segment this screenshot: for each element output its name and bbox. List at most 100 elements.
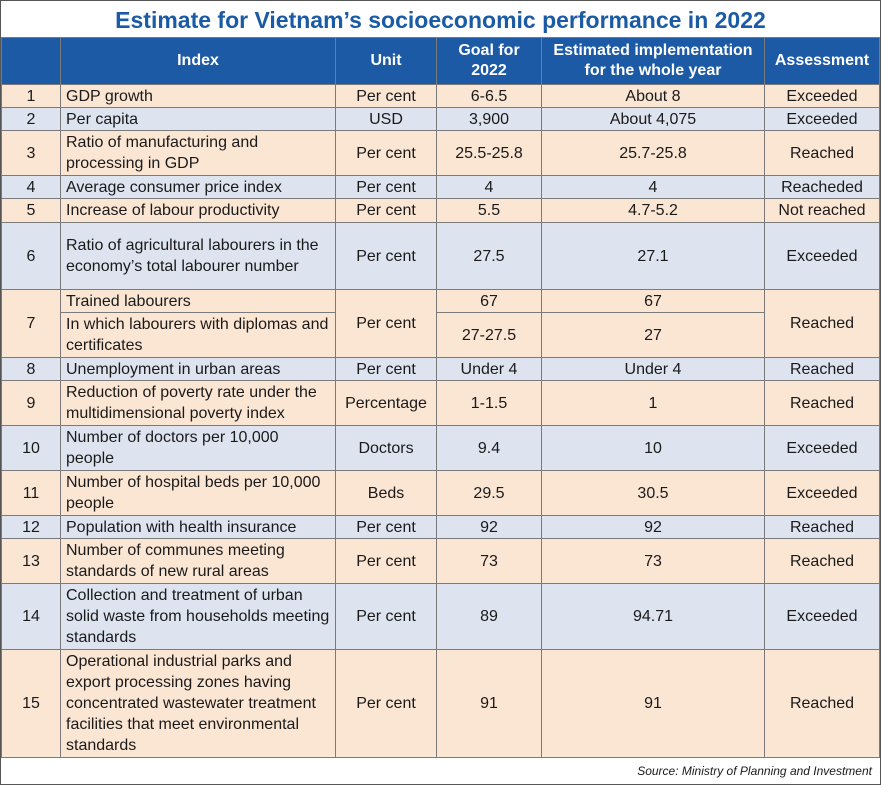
row-number: 9	[1, 380, 61, 426]
index-cell: Number of communes meeting standards of …	[60, 538, 336, 584]
header-goal: Goal for 2022	[436, 37, 542, 85]
estimate-cell: 73	[541, 538, 765, 584]
goal-cell: Under 4	[436, 357, 542, 381]
goal-cell: 73	[436, 538, 542, 584]
table-row: 5 Increase of labour productivity Per cent…	[1, 198, 880, 223]
table-row: 11 Number of hospital beds per 10,000 peo…	[1, 470, 880, 516]
goal-cell: 3,900	[436, 107, 542, 131]
row-number: 15	[1, 649, 61, 758]
source-note: Source: Ministry of Planning and Investm…	[637, 764, 872, 778]
estimate-cell: 27	[541, 312, 765, 358]
header-unit: Unit	[335, 37, 437, 85]
header-row: Index Unit Goal for 2022 Estimated imple…	[1, 37, 880, 85]
row-number: 11	[1, 470, 61, 516]
table-row: 6 Ratio of agricultural labourers in the …	[1, 222, 880, 290]
estimate-cell: About 8	[541, 84, 765, 108]
row-number: 1	[1, 84, 61, 108]
table-row: 8 Unemployment in urban areas Per cent Unde…	[1, 357, 880, 381]
row-number: 4	[1, 175, 61, 199]
unit-cell: Per cent	[335, 515, 437, 539]
table-subrow: In which labourers with diplomas and cer…	[2, 312, 880, 358]
table-row: 10 Number of doctors per 10,000 people Doc…	[1, 425, 880, 471]
header-assessment: Assessment	[764, 37, 880, 85]
table-row: 15 Operational industrial parks and expor…	[1, 649, 880, 758]
row-number: 8	[1, 357, 61, 381]
index-cell: Average consumer price index	[60, 175, 336, 199]
row-number: 10	[1, 425, 61, 471]
table-row: 4 Average consumer price index Per cent 4 4 R…	[1, 175, 880, 199]
row-number: 2	[1, 107, 61, 131]
index-cell: Per capita	[60, 107, 336, 131]
assessment-cell: Reached	[764, 130, 880, 176]
estimate-cell: 4.7-5.2	[541, 198, 765, 223]
row-number: 3	[1, 130, 61, 176]
goal-cell: 29.5	[436, 470, 542, 516]
goal-cell: 27-27.5	[436, 312, 542, 358]
estimate-cell: 91	[541, 649, 765, 758]
row-number: 6	[1, 222, 61, 290]
goal-cell: 4	[436, 175, 542, 199]
index-cell: Ratio of manufacturing and processing in…	[60, 130, 336, 176]
goal-cell: 25.5-25.8	[436, 130, 542, 176]
estimate-cell: 4	[541, 175, 765, 199]
row-number: 12	[1, 515, 61, 539]
unit-cell: Per cent	[335, 130, 437, 176]
index-cell: Population with health insurance	[60, 515, 336, 539]
index-cell: Increase of labour productivity	[60, 198, 336, 223]
estimate-cell: Under 4	[541, 357, 765, 381]
goal-cell: 5.5	[436, 198, 542, 223]
index-cell: Reduction of poverty rate under the mult…	[60, 380, 336, 426]
table-row: 12 Population with health insurance Per ce…	[1, 515, 880, 539]
assessment-cell: Not reached	[764, 198, 880, 223]
estimate-cell: 67	[541, 289, 765, 313]
unit-cell: Per cent	[335, 583, 437, 650]
unit-cell: Per cent	[335, 175, 437, 199]
table-row: 3 Ratio of manufacturing and processing i…	[1, 130, 880, 176]
header-index: Index	[60, 37, 336, 85]
index-cell: Unemployment in urban areas	[60, 357, 336, 381]
goal-cell: 92	[436, 515, 542, 539]
unit-cell: Percentage	[335, 380, 437, 426]
index-cell: GDP growth	[60, 84, 336, 108]
table-row: 1 GDP growth Per cent 6-6.5 About 8 Exceeded	[1, 84, 880, 108]
assessment-cell: Reached	[764, 515, 880, 539]
assessment-cell: Reacheded	[764, 175, 880, 199]
row-number: 14	[1, 583, 61, 650]
assessment-cell: Exceeded	[764, 84, 880, 108]
index-cell: Number of hospital beds per 10,000 peopl…	[60, 470, 336, 516]
estimate-cell: 30.5	[541, 470, 765, 516]
row-number: 13	[1, 538, 61, 584]
index-cell: Collection and treatment of urban solid …	[60, 583, 336, 650]
assessment-cell: Exceeded	[764, 470, 880, 516]
unit-cell: Per cent	[335, 538, 437, 584]
header-estimate: Estimated implementation for the whole y…	[541, 37, 765, 85]
table-row: 14 Collection and treatment of urban soli…	[1, 583, 880, 650]
unit-cell: Doctors	[335, 425, 437, 471]
table-row: 7 Trained labourers Per cent 67 67 Reached	[1, 289, 880, 358]
unit-cell: Per cent	[335, 649, 437, 758]
unit-cell: Per cent	[335, 84, 437, 108]
estimate-cell: 92	[541, 515, 765, 539]
table-row: 9 Reduction of poverty rate under the mul…	[1, 380, 880, 426]
row-number: 5	[1, 198, 61, 223]
goal-cell: 89	[436, 583, 542, 650]
goal-cell: 91	[436, 649, 542, 758]
estimate-cell: 94.71	[541, 583, 765, 650]
unit-cell: Per cent	[335, 198, 437, 223]
estimate-cell: 25.7-25.8	[541, 130, 765, 176]
performance-table: Index Unit Goal for 2022 Estimated imple…	[1, 37, 880, 758]
estimate-cell: About 4,075	[541, 107, 765, 131]
assessment-cell: Exceeded	[764, 583, 880, 650]
assessment-cell: Reached	[764, 357, 880, 381]
unit-cell: Per cent	[335, 289, 437, 358]
index-cell: In which labourers with diplomas and cer…	[60, 312, 336, 358]
unit-cell: USD	[335, 107, 437, 131]
unit-cell: Per cent	[335, 357, 437, 381]
goal-cell: 67	[436, 289, 542, 313]
index-cell: Ratio of agricultural labourers in the e…	[60, 222, 336, 290]
unit-cell: Per cent	[335, 222, 437, 290]
goal-cell: 6-6.5	[436, 84, 542, 108]
goal-cell: 9.4	[436, 425, 542, 471]
assessment-cell: Reached	[764, 380, 880, 426]
